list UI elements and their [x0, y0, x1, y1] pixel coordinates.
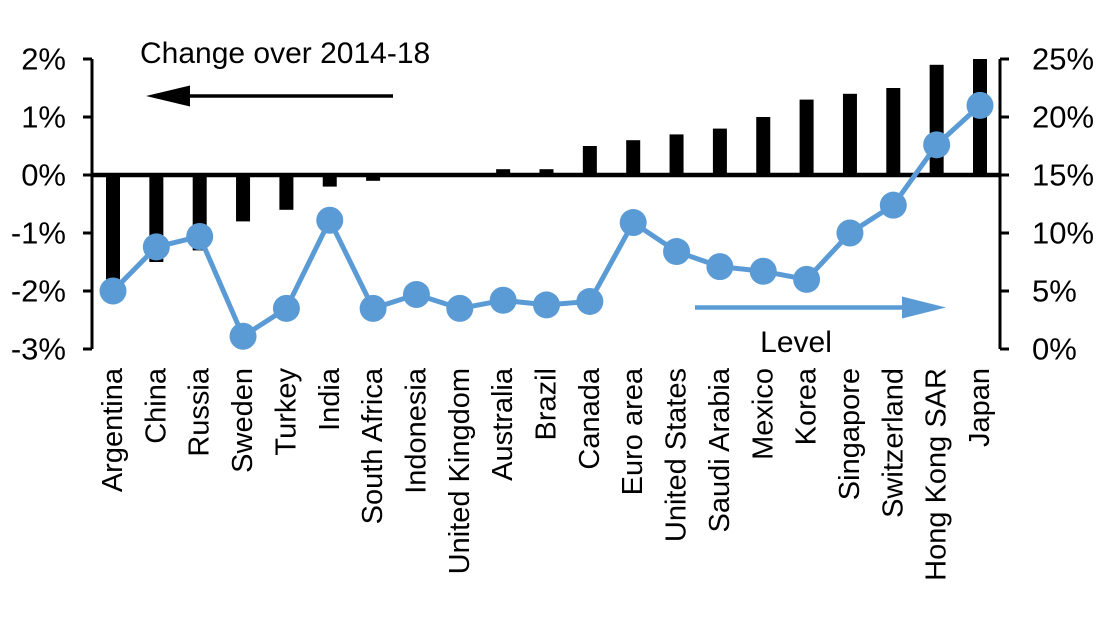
- left-axis-tick-label: -2%: [11, 274, 66, 309]
- bar-australia: [496, 169, 511, 175]
- x-label-canada: Canada: [574, 367, 606, 469]
- left-axis-tick-label: -1%: [11, 216, 66, 251]
- right-axis-tick-label: 5%: [1032, 274, 1077, 309]
- bar-mexico: [756, 117, 771, 175]
- x-label-china: China: [140, 367, 172, 444]
- bar-series-change: [106, 59, 987, 280]
- bar-canada: [582, 146, 597, 175]
- level-marker-united-states: [663, 238, 691, 266]
- bar-hong-kong-sar: [929, 64, 944, 175]
- right-axis-tick-label: 25%: [1032, 42, 1094, 77]
- left-axis-tick-label: 2%: [21, 42, 66, 77]
- left-axis-tick-label: 1%: [21, 100, 66, 135]
- bar-sweden: [236, 175, 251, 222]
- level-marker-korea: [793, 265, 821, 293]
- bar-south-africa: [366, 175, 381, 181]
- bar-switzerland: [886, 88, 901, 175]
- x-label-mexico: Mexico: [747, 368, 779, 460]
- x-label-brazil: Brazil: [531, 368, 563, 441]
- x-label-hong-kong-sar: Hong Kong SAR: [921, 368, 953, 581]
- x-label-switzerland: Switzerland: [877, 368, 909, 518]
- level-marker-south-africa: [359, 294, 387, 322]
- bar-series-label: Change over 2014-18: [140, 37, 430, 70]
- level-marker-hong-kong-sar: [923, 131, 951, 159]
- level-marker-japan: [966, 91, 994, 119]
- left-arrow-annotation: [146, 85, 393, 107]
- x-label-russia: Russia: [184, 367, 216, 457]
- level-marker-brazil: [533, 291, 560, 319]
- bar-brazil: [539, 169, 554, 175]
- level-marker-euro-area: [619, 209, 647, 237]
- level-marker-united-kingdom: [446, 294, 474, 322]
- right-axis-tick-label: 15%: [1032, 158, 1094, 193]
- x-label-singapore: Singapore: [834, 368, 866, 500]
- right-axis-tick-label: 10%: [1032, 216, 1094, 251]
- bar-turkey: [279, 175, 294, 210]
- line-series-level: [99, 91, 994, 350]
- left-axis-tick-label: -3%: [11, 332, 66, 367]
- level-marker-argentina: [99, 277, 127, 305]
- x-label-united-kingdom: United Kingdom: [444, 368, 476, 574]
- level-marker-australia: [489, 286, 517, 314]
- x-label-united-states: United States: [661, 368, 693, 542]
- right-arrow-head-icon: [902, 296, 946, 319]
- x-label-india: India: [314, 367, 346, 431]
- bar-india: [322, 175, 337, 187]
- right-arrow-annotation: Level: [695, 296, 946, 359]
- x-label-euro-area: Euro area: [617, 367, 649, 495]
- level-marker-indonesia: [402, 280, 430, 308]
- bar-united-states: [669, 134, 684, 175]
- x-axis-country-labels: Argentina China Russia Sweden Turkey India Sou…: [97, 367, 996, 581]
- x-label-sweden: Sweden: [227, 368, 259, 473]
- level-marker-mexico: [749, 257, 777, 285]
- bar-euro-area: [626, 140, 641, 175]
- level-marker-china: [142, 233, 170, 261]
- x-label-south-africa: South Africa: [357, 367, 389, 524]
- x-label-argentina: Argentina: [97, 367, 129, 492]
- x-label-australia: Australia: [487, 367, 519, 481]
- x-label-indonesia: Indonesia: [400, 367, 432, 494]
- x-label-japan: Japan: [964, 368, 996, 447]
- x-label-saudi-arabia: Saudi Arabia: [704, 367, 736, 532]
- level-marker-canada: [576, 287, 604, 315]
- bar-saudi-arabia: [712, 128, 727, 175]
- line-series-label: Level: [760, 326, 832, 359]
- bar-argentina: [106, 175, 120, 280]
- x-label-turkey: Turkey: [270, 368, 302, 456]
- x-label-korea: Korea: [791, 367, 823, 445]
- level-marker-switzerland: [879, 191, 907, 219]
- level-marker-saudi-arabia: [706, 253, 734, 281]
- left-arrow-head-icon: [146, 85, 190, 107]
- level-marker-singapore: [836, 219, 864, 247]
- right-axis-tick-label: 0%: [1032, 332, 1077, 367]
- left-axis-tick-label: 0%: [21, 158, 66, 193]
- level-marker-india: [316, 206, 344, 234]
- level-marker-turkey: [272, 294, 300, 322]
- bar-korea: [799, 99, 814, 175]
- level-marker-russia: [186, 222, 214, 250]
- level-marker-sweden: [229, 322, 257, 350]
- right-axis-tick-label: 20%: [1032, 100, 1094, 135]
- bar-singapore: [842, 93, 857, 175]
